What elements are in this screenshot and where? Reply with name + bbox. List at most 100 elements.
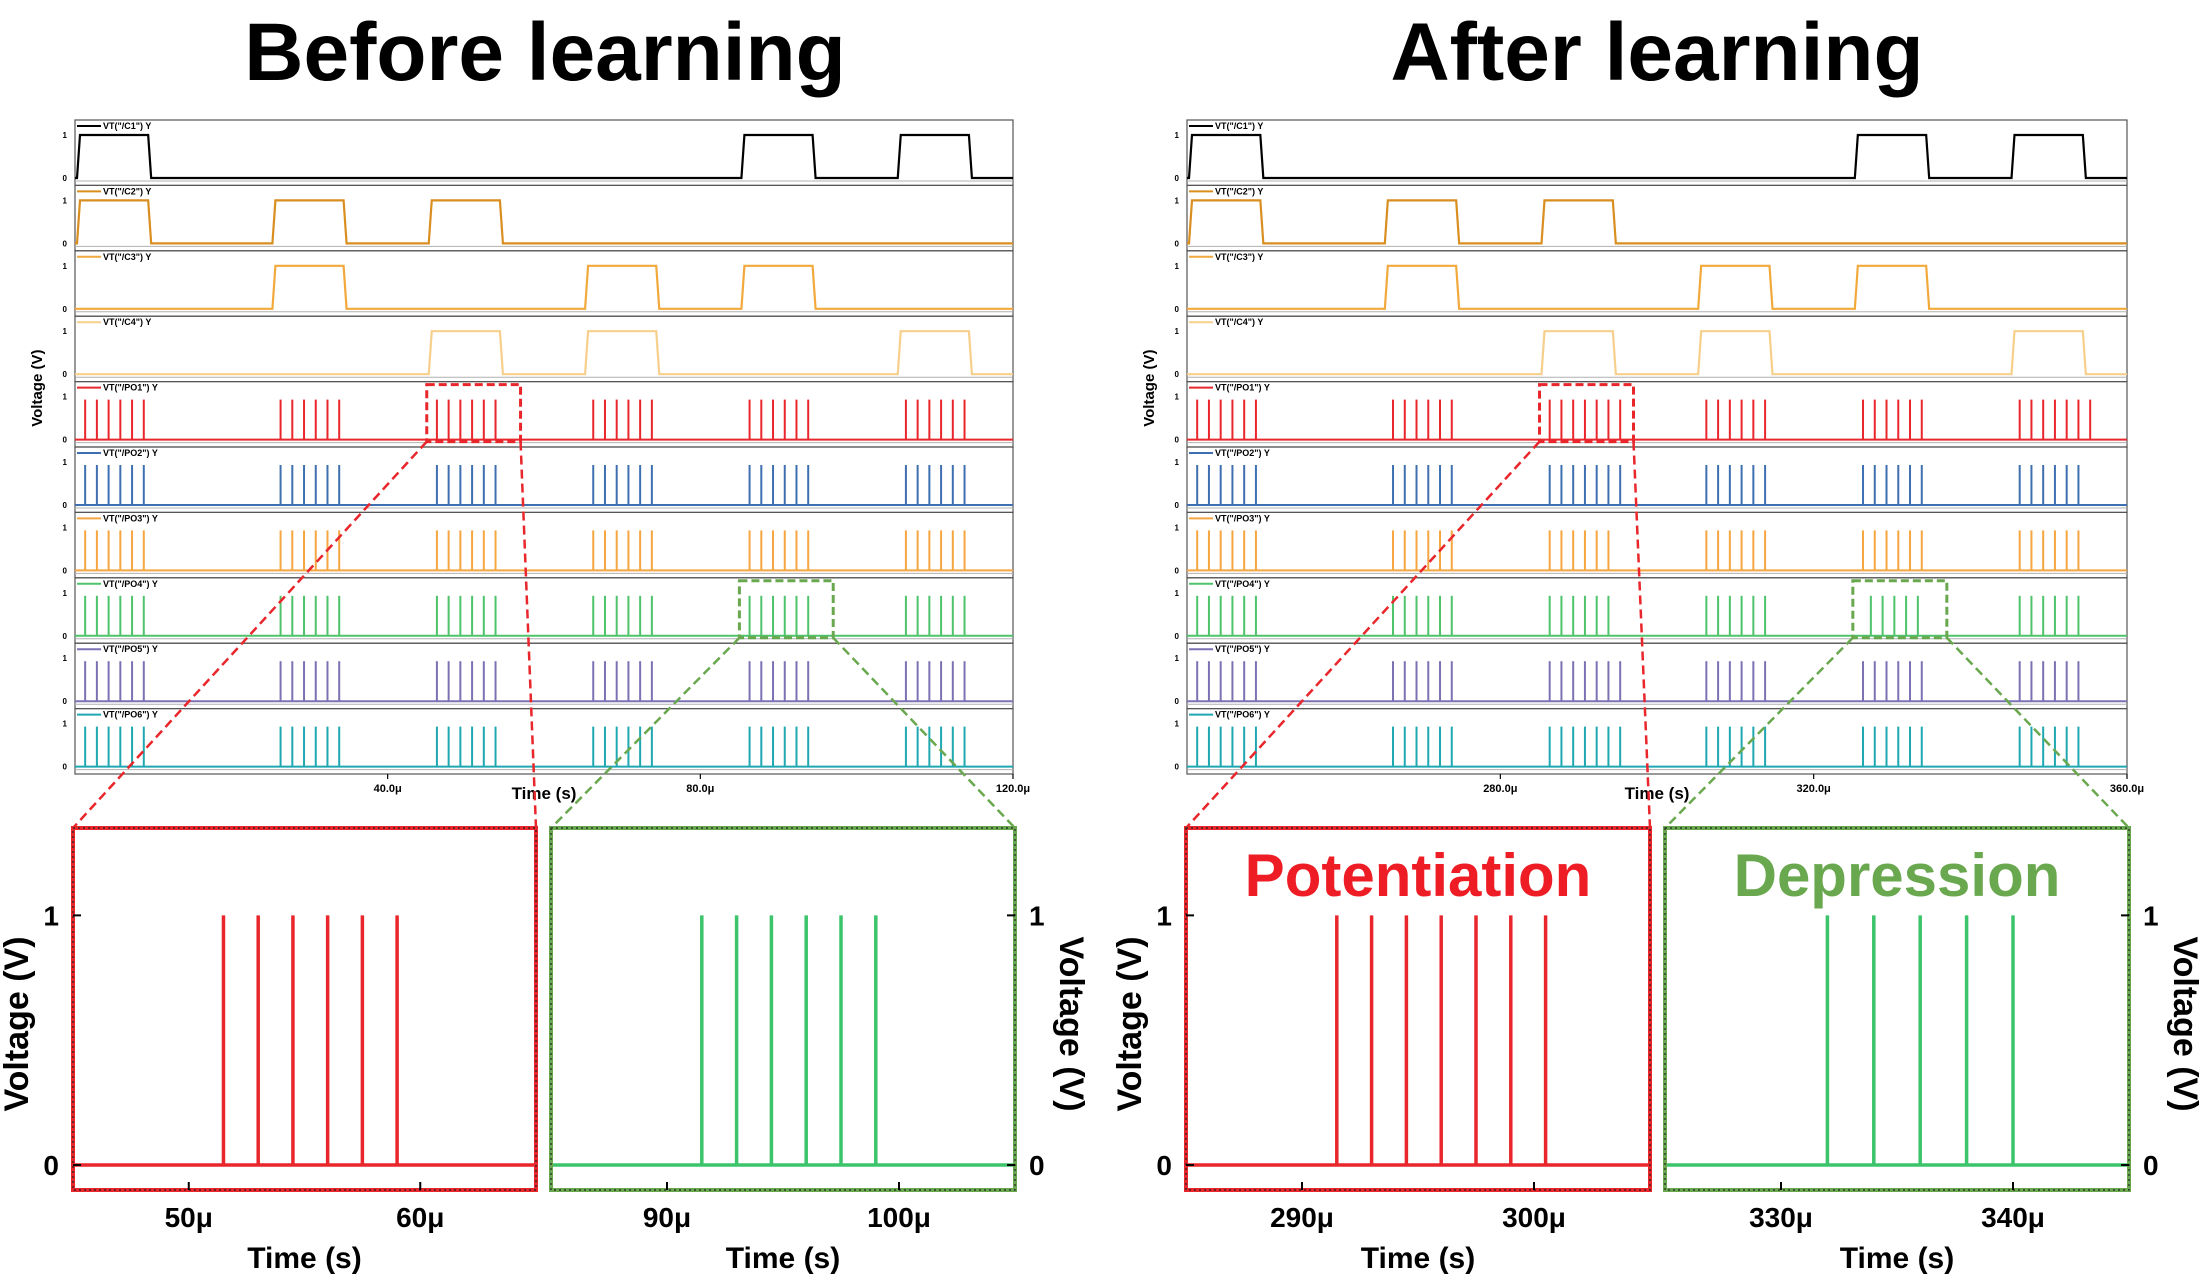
row-frame xyxy=(1186,707,2128,775)
y-tick-label: 1 xyxy=(63,458,68,467)
y-tick-label: 0 xyxy=(63,763,68,772)
zoom-x-tick-label: 300μ xyxy=(1502,1202,1566,1233)
row-frame xyxy=(74,381,1014,448)
trace-label: VT("/PO5") Y xyxy=(103,644,158,654)
y-tick-label: 1 xyxy=(1175,262,1180,271)
zoom-region-box xyxy=(1538,383,1635,444)
zoom-y-tick-label: 1 xyxy=(43,900,59,931)
trace-label: VT("/PO4") Y xyxy=(103,579,158,589)
trace-label: VT("/PO1") Y xyxy=(1215,383,1270,393)
trace-label: VT("/PO6") Y xyxy=(1215,710,1270,720)
pulse-waveform xyxy=(1187,330,2127,376)
y-tick-label: 1 xyxy=(63,196,68,205)
zoom-connector-right xyxy=(1632,441,1652,829)
row-frame xyxy=(1186,642,2128,710)
zoom-y-axis-title: Voltage (V) xyxy=(2166,936,2204,1111)
trace-row-po6: VT("/PO6") Y 1 0 xyxy=(63,707,1014,775)
row-frame xyxy=(74,511,1014,579)
zoom-y-tick-label: 0 xyxy=(2143,1150,2159,1181)
y-tick-label: 1 xyxy=(1175,131,1180,140)
y-tick-label: 1 xyxy=(1175,523,1180,532)
trace-label: VT("/C4") Y xyxy=(103,317,151,327)
trace-label: VT("/C2") Y xyxy=(1215,186,1263,196)
zoom-connector-left xyxy=(72,440,428,829)
zoom-y-axis-title: Voltage (V) xyxy=(1052,936,1090,1111)
y-tick-label: 0 xyxy=(63,566,68,575)
y-tick-label: 0 xyxy=(1175,239,1180,248)
zoom-y-axis-title: Voltage (V) xyxy=(0,936,36,1111)
trace-label: VT("/PO2") Y xyxy=(103,448,158,458)
y-tick-label: 1 xyxy=(1175,196,1180,205)
trace-label: VT("/C1") Y xyxy=(1215,121,1263,131)
zoom-x-tick-label: 90μ xyxy=(643,1202,691,1233)
row-frame xyxy=(1186,381,2128,448)
y-tick-label: 0 xyxy=(63,501,68,510)
y-tick-label: 0 xyxy=(63,370,68,379)
zoom-y-tick-label: 1 xyxy=(1156,900,1172,931)
zoom-y-tick-label: 1 xyxy=(1029,900,1045,931)
trace-label: VT("/PO6") Y xyxy=(103,710,158,720)
zoom-x-tick-label: 60μ xyxy=(396,1202,444,1233)
pulse-waveform xyxy=(75,330,1013,376)
x-tick-label: 360.0μ xyxy=(2110,783,2144,795)
zoom-frame-dots xyxy=(1664,827,2130,1191)
row-frame xyxy=(1186,119,2128,187)
before-overview-chart: Before learning VT("/C1") Y 1 0 VT("/C2") Y 1… xyxy=(29,7,1030,829)
row-frame xyxy=(74,184,1014,252)
row-frame xyxy=(74,707,1014,775)
y-tick-label: 0 xyxy=(63,632,68,641)
trace-label: VT("/PO5") Y xyxy=(1215,644,1270,654)
y-tick-label: 0 xyxy=(1175,501,1180,510)
trace-label: VT("/PO4") Y xyxy=(1215,579,1270,589)
zoom-connector-right xyxy=(832,636,1016,829)
row-frame xyxy=(1186,315,2128,383)
after-overview-chart: After learning VT("/C1") Y 1 0 VT("/C2") Y 1 0… xyxy=(1141,7,2144,829)
zoom-y-tick-label: 1 xyxy=(2143,900,2159,931)
y-tick-label: 0 xyxy=(1175,632,1180,641)
y-tick-label: 0 xyxy=(63,436,68,445)
y-tick-label: 0 xyxy=(63,174,68,183)
zoom-y-tick-label: 0 xyxy=(43,1150,59,1181)
row-frame xyxy=(1186,250,2128,317)
zoom-panel-title: Depression xyxy=(1734,842,2061,909)
zoom-x-axis-title: Time (s) xyxy=(1361,1242,1475,1275)
trace-label: VT("/C1") Y xyxy=(103,121,151,131)
trace-row-po6: VT("/PO6") Y 1 0 xyxy=(1175,707,2128,775)
pulse-waveform xyxy=(1187,199,2127,245)
trace-row-po5: VT("/PO5") Y 1 0 xyxy=(63,642,1014,710)
y-tick-label: 1 xyxy=(63,327,68,336)
zoom-x-tick-label: 340μ xyxy=(1981,1202,2045,1233)
zoom-connector-left xyxy=(550,636,741,829)
trace-row-po4: VT("/PO4") Y 1 0 xyxy=(63,577,1014,644)
trace-row-c1: VT("/C1") Y 1 0 xyxy=(63,119,1014,187)
y-tick-label: 1 xyxy=(1175,720,1180,729)
y-tick-label: 0 xyxy=(1175,370,1180,379)
row-frame xyxy=(74,119,1014,187)
pulse-waveform xyxy=(1187,133,2127,180)
zoom-y-tick-label: 0 xyxy=(1029,1150,1045,1181)
zoom-x-tick-label: 330μ xyxy=(1749,1202,1813,1233)
panel-title: Before learning xyxy=(244,7,845,98)
trace-row-c3: VT("/C3") Y 1 0 xyxy=(1175,250,2128,317)
y-tick-label: 1 xyxy=(63,393,68,402)
zoom-connector-right xyxy=(519,441,538,829)
row-frame xyxy=(74,642,1014,710)
y-axis-title: Voltage (V) xyxy=(1141,350,1158,427)
row-frame xyxy=(74,446,1014,514)
trace-label: VT("/PO3") Y xyxy=(1215,513,1270,523)
zoom-frame xyxy=(549,826,1017,1192)
pulse-waveform xyxy=(75,264,1013,310)
y-tick-label: 1 xyxy=(1175,393,1180,402)
pulse-waveform xyxy=(75,133,1013,180)
y-tick-label: 1 xyxy=(1175,589,1180,598)
zoom-connector-left xyxy=(1664,636,1854,829)
y-tick-label: 1 xyxy=(63,589,68,598)
trace-row-c1: VT("/C1") Y 1 0 xyxy=(1175,119,2128,187)
trace-label: VT("/PO2") Y xyxy=(1215,448,1270,458)
trace-row-po3: VT("/PO3") Y 1 0 xyxy=(63,511,1014,579)
trace-label: VT("/PO3") Y xyxy=(103,513,158,523)
y-tick-label: 0 xyxy=(1175,305,1180,314)
trace-row-po4: VT("/PO4") Y 1 0 xyxy=(1175,577,2128,644)
